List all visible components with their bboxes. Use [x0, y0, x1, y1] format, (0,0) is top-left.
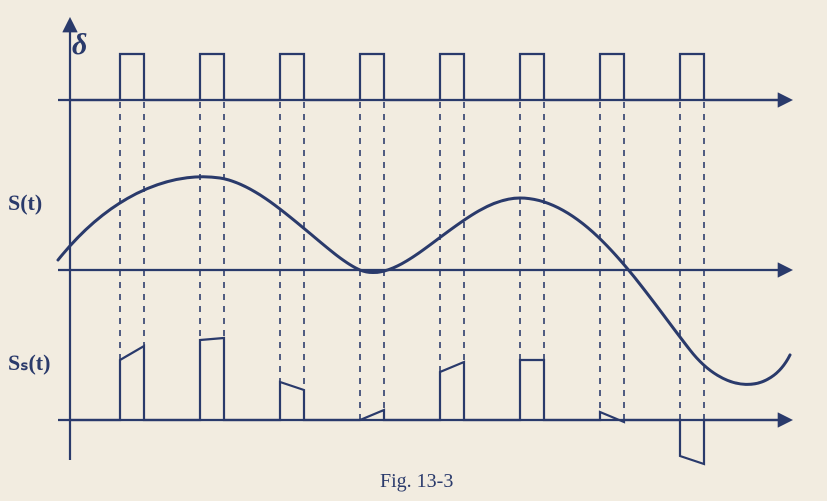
signal-st-label: S(t) — [8, 190, 42, 216]
signal-sst-label: Sₛ(t) — [8, 350, 50, 376]
figure-canvas: { "figure": { "width": 827, "height": 50… — [0, 0, 827, 501]
figure-caption: Fig. 13-3 — [380, 470, 453, 493]
delta-label: δ — [72, 28, 87, 62]
diagram-svg — [0, 0, 827, 501]
